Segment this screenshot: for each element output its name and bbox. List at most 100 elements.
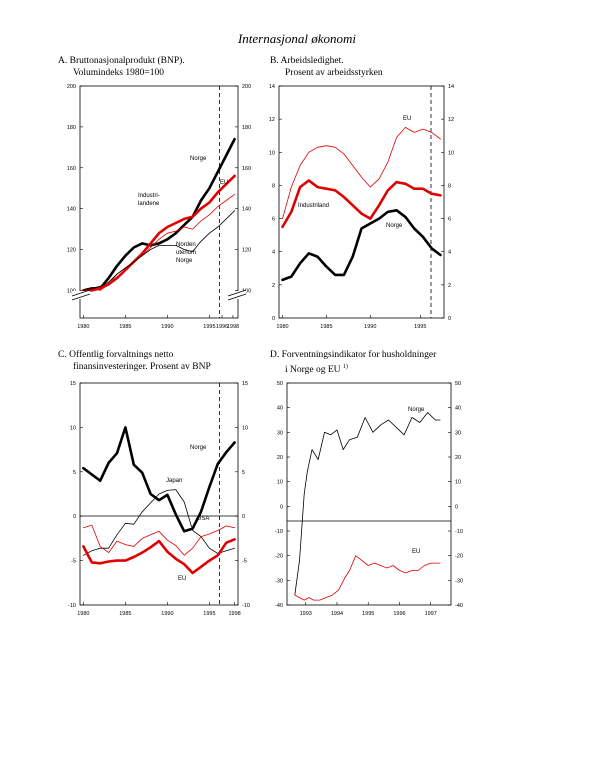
chart-d-ytick-label-right: 50 (455, 381, 461, 387)
chart-b-ytick-label-left: 14 (269, 84, 275, 90)
chart-c-label-usa: USA (197, 516, 209, 522)
chart-a-xtick-label: 1995 (203, 324, 215, 330)
chart-b-series-eu (282, 127, 441, 220)
chart-a-ytick-label-left: 100 (67, 288, 76, 294)
chart-c-xtick-label: 1985 (119, 611, 131, 617)
chart-a-label-norge: Norge (190, 156, 207, 162)
chart-d-ytick-label-right: -30 (455, 578, 463, 584)
chart-b-ytick-label-left: 6 (272, 217, 275, 223)
chart-a-label-industri1: Industri- (138, 193, 160, 199)
chart-d-label-norge: Norge (408, 407, 425, 413)
chart-b-ytick-label-left: 2 (272, 283, 275, 289)
chart-d-ytick-label-left: -20 (275, 554, 283, 560)
chart-d-ytick-label-right: -20 (455, 554, 463, 560)
chart-b-ytick-label-right: 6 (448, 217, 451, 223)
chart-b-frame (278, 85, 445, 319)
chart-b-xtick-label: 1995 (414, 324, 426, 330)
chart-a-ytick-label-right: 120 (242, 248, 251, 254)
chart-b-ytick-label-right: 0 (448, 316, 451, 322)
chart-d-series-norge (294, 412, 441, 596)
chart-b-ytick-label-left: 12 (269, 117, 275, 123)
chart-d-xtick-label: 1997 (425, 611, 437, 617)
chart-a-label-norden1: Norden (176, 242, 196, 248)
chart-d-ytick-label-left: 50 (277, 381, 283, 387)
panel-a-title-line1: A. Bruttonasjonalprodukt (BNP). (58, 56, 185, 66)
chart-c-label-eu: EU (178, 576, 186, 582)
chart-c-ytick-label-right: 10 (242, 425, 248, 431)
chart-d-xtick-label: 1996 (393, 611, 405, 617)
chart-b-series-norge (281, 209, 442, 282)
chart-c-ytick-label-left: 10 (70, 425, 76, 431)
panel-a-title: A. Bruttonasjonalprodukt (BNP). Volumind… (58, 55, 185, 79)
panel-a-title-line2: Volumindeks 1980=100 (73, 68, 164, 78)
chart-c-xtick-label: 1980 (77, 611, 89, 617)
chart-a-label-eu: EU (220, 180, 228, 186)
chart-b-ytick-label-right: 2 (448, 283, 451, 289)
chart-c-xtick-label: 1998 (229, 611, 241, 617)
chart-d-xtick-label: 1995 (362, 611, 374, 617)
chart-b-ytick-label-right: 12 (448, 117, 454, 123)
chart-c-xtick-label: 1990 (161, 611, 173, 617)
chart-c-ytick-label-right: -10 (242, 603, 250, 609)
panel-d-title-line1: D. Forventningsindikator for husholdning… (270, 350, 437, 360)
chart-b-ytick-label-right: 4 (448, 250, 451, 256)
chart-d-ytick-label-right: 0 (455, 504, 458, 510)
chart-a-ytick-label-left: 120 (67, 248, 76, 254)
panel-c-title: C. Offentlig forvaltnings netto finansin… (58, 349, 211, 373)
chart-a-xtick-label: 1998 (227, 324, 239, 330)
chart-b-ytick-label-left: 8 (272, 183, 275, 189)
chart-c-series-eu (82, 537, 236, 575)
chart-b-label-industriland: Industriland (298, 203, 329, 209)
panel-b-title-line2: Prosent av arbeidsstyrken (285, 68, 383, 78)
chart-b-series-industriland (281, 179, 442, 229)
chart-c-ytick-label-left: 5 (73, 470, 76, 476)
chart-c-ytick-label-right: 0 (242, 514, 245, 520)
chart-a-ytick-label-left: 180 (67, 125, 76, 131)
panel-c-title-line1: C. Offentlig forvaltnings netto (58, 350, 174, 360)
chart-d-ytick-label-right: 20 (455, 455, 461, 461)
chart-c-label-japan: Japan (166, 478, 182, 484)
chart-b-ytick-label-left: 10 (269, 150, 275, 156)
chart-a-ytick-label-right: 140 (242, 207, 251, 213)
chart-b-ytick-label-right: 8 (448, 183, 451, 189)
chart-c-frame (79, 382, 239, 606)
chart-b-ytick-label-left: 4 (272, 250, 275, 256)
chart-d-ytick-label-left: 10 (277, 480, 283, 486)
chart-b-xtick-label: 1990 (364, 324, 376, 330)
chart-c-ytick-label-left: 0 (73, 514, 76, 520)
chart-b-ytick-label-left: 0 (272, 316, 275, 322)
chart-d-ytick-label-right: 30 (455, 430, 461, 436)
chart-d-xtick-label: 1994 (331, 611, 343, 617)
chart-d-ytick-label-left: 0 (280, 504, 283, 510)
chart-a-xtick-label: 1985 (119, 324, 131, 330)
chart-a-xtick-label: 1990 (161, 324, 173, 330)
chart-c-series-usa (83, 524, 236, 556)
panel-d-title-line2: i Norge og EU (285, 365, 341, 376)
chart-a-xtick-label: 1996 (216, 324, 228, 330)
chart-a-label-industri2: landene (138, 201, 160, 207)
chart-d-xtick-label: 1993 (300, 611, 312, 617)
chart-d-label-eu: EU (412, 549, 420, 555)
chart-d-ytick-label-right: 10 (455, 480, 461, 486)
chart-c-ytick-label-left: -10 (68, 603, 76, 609)
chart-d-ytick-label-left: 20 (277, 455, 283, 461)
chart-a-frame (79, 85, 239, 319)
panel-d-footnote-marker: 1) (342, 364, 348, 370)
chart-d-ytick-label-left: -30 (275, 578, 283, 584)
chart-a-ytick-label-right: 160 (242, 166, 251, 172)
chart-a-label-norden2: utenom (176, 250, 196, 256)
chart-c-series-norge (82, 426, 236, 533)
chart-c-ytick-label-right: 5 (242, 470, 245, 476)
panel-b-title: B. Arbeidsledighet. Prosent av arbeidsst… (270, 55, 383, 79)
chart-a-xtick-label: 1980 (77, 324, 89, 330)
chart-a-axis-break (71, 289, 247, 301)
chart-d-ytick-label-left: 30 (277, 430, 283, 436)
chart-a-series-norge (82, 137, 236, 292)
panel-d-title: D. Forventningsindikator for husholdning… (270, 349, 436, 376)
chart-a-series-norden-utenom-norge (83, 210, 236, 291)
chart-b-label-norge: Norge (386, 223, 403, 229)
chart-d-ytick-label-right: -40 (455, 603, 463, 609)
